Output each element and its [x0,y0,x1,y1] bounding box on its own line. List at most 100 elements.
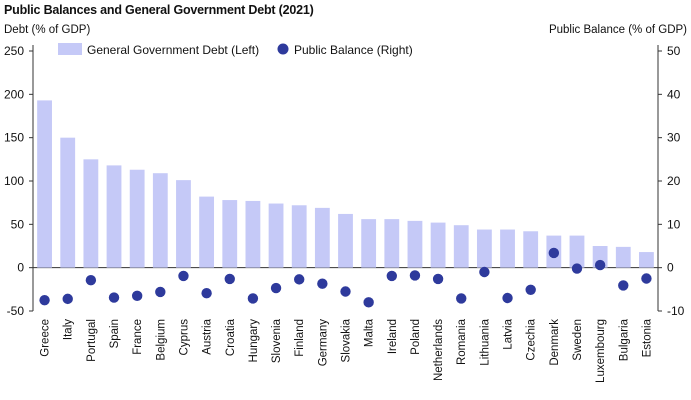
left-axis-title: Debt (% of GDP) [4,24,91,36]
debt-bar [500,229,515,268]
right-tick-label: 40 [667,87,681,101]
balance-dot [340,286,351,297]
debt-bar [384,219,400,268]
legend-bar-label: General Government Debt (Left) [87,43,259,57]
debt-bar [314,207,330,268]
debt-bar [129,169,145,268]
balance-dot [525,284,536,295]
category-label: France [132,319,144,355]
balance-dot [270,282,282,294]
left-tick-label: 50 [11,217,25,231]
right-tick-label: 0 [667,261,674,275]
category-label: Romania [456,318,468,365]
category-label: Denmark [549,319,561,366]
debt-bar [152,173,168,268]
left-tick-label: 100 [4,174,24,188]
dots-group [39,247,652,308]
category-label: Luxembourg [595,319,607,383]
category-label: Lithuania [479,318,491,365]
category-label: Italy [63,319,75,340]
balance-dot [131,290,143,302]
debt-bar [268,203,284,268]
category-label: Spain [109,319,121,348]
right-tick-label: 50 [667,44,681,58]
category-label: Estonia [641,318,653,357]
legend-bar-swatch [58,43,82,55]
debt-bar [453,225,469,268]
debt-bar [615,246,631,268]
balance-dot [432,273,444,285]
balance-dot [201,288,212,299]
balance-dot [317,278,328,289]
balance-dot [618,280,629,291]
right-tick-label: 10 [667,217,681,231]
balance-dot [641,273,652,284]
right-tick-label: 20 [667,174,681,188]
chart-title: Public Balances and General Government D… [4,3,314,17]
ticks-group: -50 0 50 100 150 200 250 -10 0 10 20 30 40 50 [4,44,685,318]
category-label: Slovenia [271,318,283,363]
balance-dot [363,297,374,308]
debt-bar [60,137,76,268]
balance-dot [479,266,490,278]
category-label: Netherlands [433,319,445,381]
legend: General Government Debt (Left) Public Bal… [58,43,413,57]
debt-bar [523,231,539,268]
balance-dot [247,293,259,304]
category-label: Croatia [225,318,237,356]
legend-dot-swatch [277,43,289,55]
category-label: Ireland [387,319,399,354]
left-tick-label: -50 [7,304,25,318]
balance-dot [456,293,467,304]
debt-bar [176,180,191,268]
balance-dot [178,270,189,282]
debt-bar [83,159,99,268]
balance-dot [409,270,421,281]
debt-bar [407,220,423,268]
left-tick-label: 0 [17,261,24,275]
category-label: Slovakia [341,318,353,362]
debt-bar [106,165,122,268]
debt-bar [639,252,654,268]
category-label: Austria [202,318,214,354]
category-label: Sweden [572,319,584,361]
balance-dot [594,259,606,271]
debt-bar [291,205,307,268]
debt-bar [476,229,492,268]
balance-dot [571,263,583,274]
debt-bar [430,222,446,268]
right-tick-label: -10 [667,304,685,318]
category-label: Cyprus [178,319,190,356]
category-labels-group: Greece Italy Portugal Spain France Belgium Cyp… [40,318,654,383]
category-label: Hungary [248,319,260,363]
category-label: Portugal [86,319,98,362]
category-label: Finland [294,319,306,357]
debt-bar [245,200,261,268]
category-label: Malta [364,318,376,347]
balance-dot [39,294,50,306]
debt-bar [199,196,215,268]
balance-dot [62,293,73,305]
debt-bar [361,219,377,268]
axes-group [29,45,662,312]
balance-dot [108,292,120,303]
bars-group [37,100,654,268]
legend-dot-label: Public Balance (Right) [294,43,413,57]
balance-dot [548,247,560,259]
debt-bar [37,100,52,268]
right-axis-title: Public Balance (% of GDP) [548,24,687,36]
debt-bar [222,200,238,268]
category-label: Germany [317,319,329,367]
balance-dot [386,270,397,282]
category-label: Czechia [526,318,538,360]
category-label: Latvia [503,318,515,349]
category-label: Bulgaria [618,318,630,361]
balance-dot [85,275,97,286]
category-label: Greece [40,319,52,357]
left-tick-label: 250 [4,44,24,58]
left-tick-label: 200 [4,87,24,101]
balance-dot [155,286,166,298]
category-label: Belgium [155,319,167,361]
category-label: Poland [410,319,422,355]
